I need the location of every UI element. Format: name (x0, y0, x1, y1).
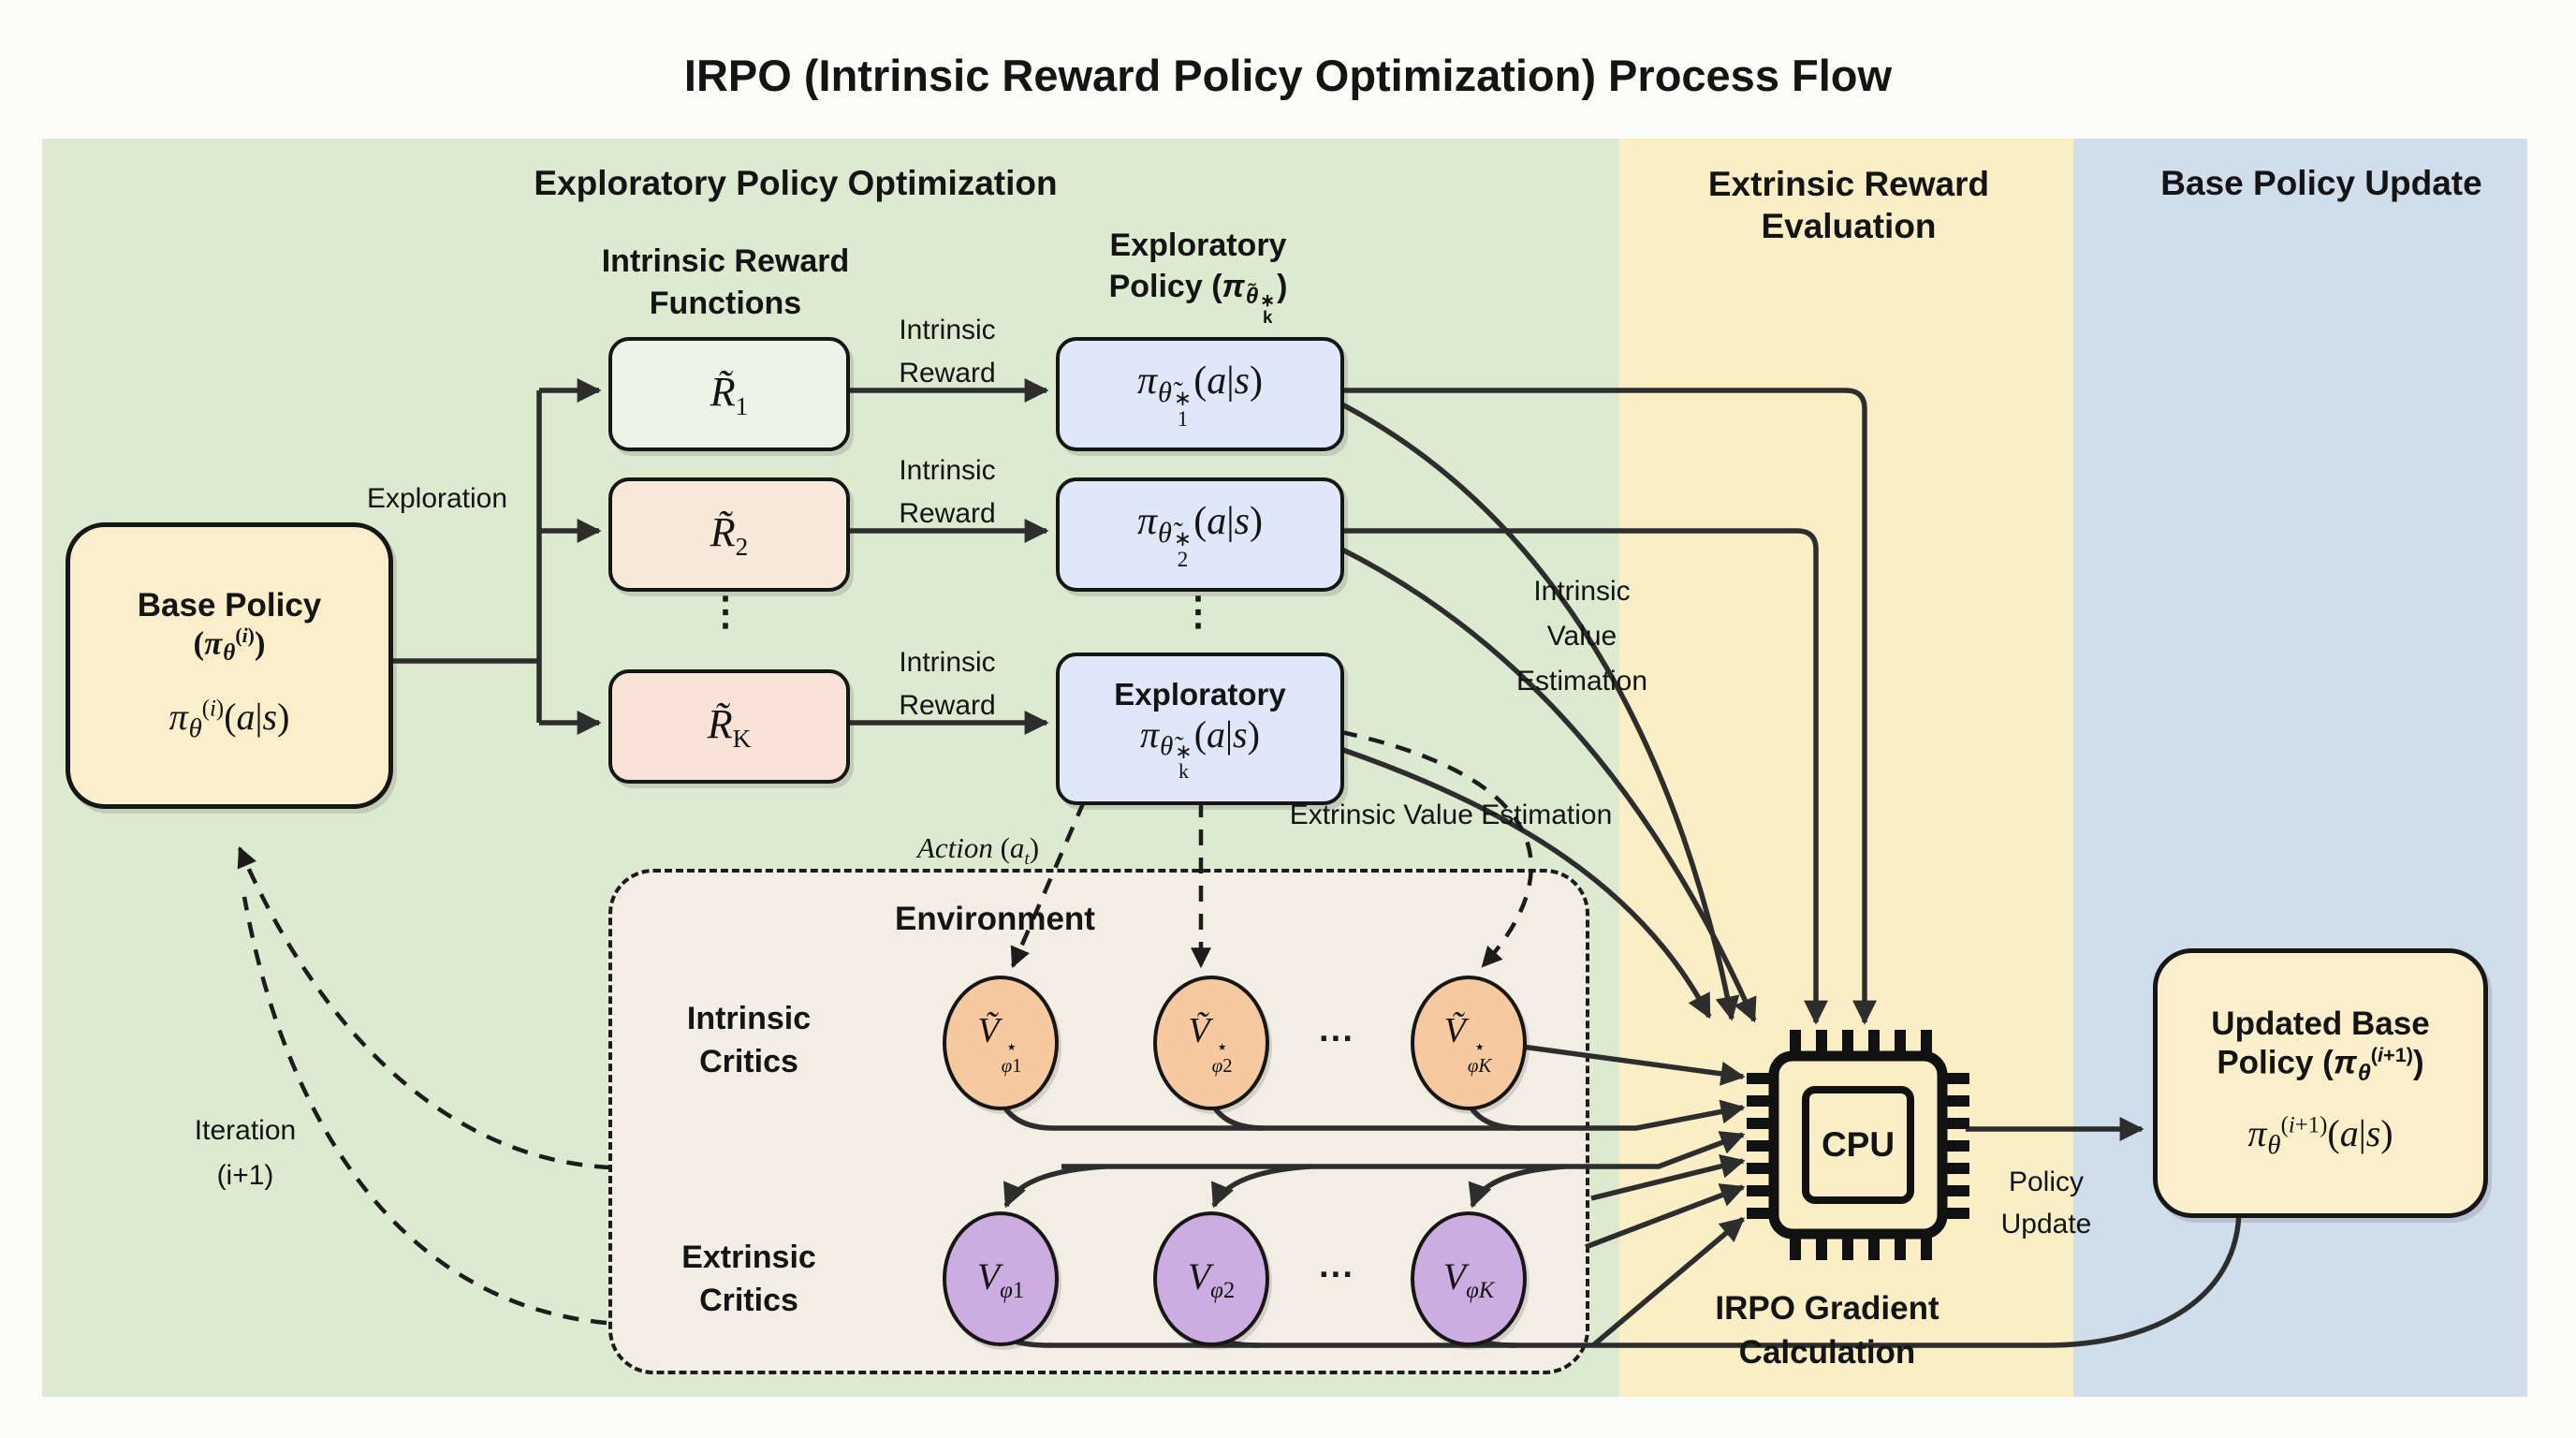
header-exploratory-policy-optimization: Exploratory Policy Optimization (534, 164, 1058, 203)
reward-function-r2-box: R̃2 (608, 477, 850, 592)
curve-p2-to-cpu (1337, 545, 1757, 1023)
base-policy-box: Base Policy (πθ(i)) πθ(i)(a|s) (66, 522, 393, 809)
base-policy-symbol: (πθ(i)) (193, 624, 266, 667)
arrow-vfk-to-cpu (1521, 1044, 1746, 1086)
intrinsic-critics-ellipsis: ··· (1319, 1019, 1354, 1059)
label-action: Action (at) (916, 831, 1040, 870)
header-intrinsic-reward-functions: Intrinsic Reward Functions (601, 243, 850, 321)
label-intrinsic-reward-3: Intrinsic Reward (899, 646, 996, 722)
header-exploratory-policy: Exploratory Policy (πθ̃ ∗ k) (1108, 227, 1288, 328)
exploratory-policy-ellipsis: ⋮ (1178, 588, 1218, 633)
label-irpo-gradient-calculation: IRPO Gradient Calculation (1715, 1289, 1939, 1371)
dashed-iteration-curve-1 (237, 845, 611, 1170)
label-extrinsic-critics: Extrinsic Critics (681, 1240, 816, 1318)
label-policy-update: Policy Update (2000, 1167, 2092, 1240)
updated-base-policy-box: Updated Base Policy (πθ(i+1)) πθ(i+1)(a|… (2153, 948, 2488, 1218)
label-exploration: Exploration (366, 482, 508, 514)
dashed-iteration-curve-2 (242, 896, 607, 1326)
label-intrinsic-critics: Intrinsic Critics (686, 1001, 812, 1079)
dashed-action-to-critic1 (1010, 800, 1087, 969)
cpu-label: CPU (1821, 1125, 1895, 1165)
policy-1-formula: πθ̃ ∗ 1 (a|s) (1136, 360, 1264, 431)
r2-formula: R̃2 (710, 508, 749, 561)
policy-2-formula: πθ̃ ∗ 2 (a|s) (1136, 500, 1264, 571)
label-intrinsic-reward-2: Intrinsic Reward (899, 454, 996, 530)
arrow-p2-route-to-cpu (1339, 528, 1828, 1025)
bus-extrinsic-feeder (1061, 1131, 1746, 1169)
page-title: IRPO (Intrinsic Reward Policy Optimizati… (683, 50, 1893, 100)
label-extrinsic-value-estimation: Extrinsic Value Estimation (1289, 799, 1613, 830)
header-extrinsic-reward-evaluation: Extrinsic Reward Evaluation (1707, 164, 1990, 245)
bus-intrinsic-critics (997, 1095, 1746, 1131)
exploratory-policy-k-box: Exploratory πθ̃ ∗ k (a|s) (1056, 653, 1344, 805)
label-intrinsic-value-estimation: Intrinsic Value Estimation (1515, 576, 1648, 697)
curve-p1-to-cpu (1337, 400, 1740, 1021)
arrow-purplebus-to-cpu (1591, 1216, 1745, 1348)
base-policy-formula: πθ(i)(a|s) (168, 696, 290, 744)
environment-title: Environment (895, 900, 1095, 937)
updated-policy-symbol: Policy (πθ(i+1)) (2217, 1043, 2424, 1086)
intrinsic-critic-2: Ṽ ⋆ φ2 (1153, 976, 1269, 1110)
arrow-env-to-cpu-5 (1585, 1183, 1746, 1250)
header-base-policy-update: Base Policy Update (2160, 164, 2482, 203)
cpu-chip-icon (1747, 1030, 1969, 1260)
exploratory-policy-1-box: πθ̃ ∗ 1 (a|s) (1056, 337, 1344, 451)
updated-policy-formula: πθ(i+1)(a|s) (2247, 1111, 2393, 1160)
solid-arrows (388, 378, 2242, 1348)
reward-function-ellipsis: ⋮ (706, 588, 745, 633)
extrinsic-critics-ellipsis: ··· (1319, 1255, 1354, 1295)
arrow-p1-route-to-cpu (1339, 388, 1877, 1025)
feeder-drop-1 (1003, 1164, 1105, 1209)
arrow-env-to-cpu-4 (1590, 1153, 1746, 1201)
policy-k-formula: πθ̃ ∗ k (a|s) (1140, 712, 1260, 783)
curve-pk-to-cpu (1339, 746, 1712, 1020)
label-intrinsic-reward-1: Intrinsic Reward (899, 314, 996, 389)
dashed-arrows (237, 729, 1533, 1326)
extrinsic-critic-2: Vφ2 (1153, 1211, 1269, 1346)
feeder-drop-2 (1211, 1164, 1311, 1209)
feeder-drop-3 (1468, 1164, 1566, 1209)
rk-formula: R̃K (707, 700, 752, 753)
dashed-evs-to-critic3 (1340, 729, 1533, 968)
r1-formula: R̃1 (710, 368, 749, 420)
intrinsic-critic-1: Ṽ ⋆ φ1 (943, 976, 1059, 1110)
intrinsic-critic-k: Ṽ ⋆ φK (1411, 976, 1527, 1110)
exploratory-policy-2-box: πθ̃ ∗ 2 (a|s) (1056, 477, 1344, 592)
reward-function-rk-box: R̃K (608, 669, 850, 784)
base-policy-title: Base Policy (137, 586, 322, 624)
policy-k-title: Exploratory (1114, 676, 1286, 712)
label-iteration: Iteration (i+1) (194, 1115, 297, 1191)
reward-function-r1-box: R̃1 (608, 337, 850, 451)
updated-policy-title: Updated Base (2211, 1005, 2430, 1043)
extrinsic-critic-k: VφK (1411, 1211, 1527, 1346)
extrinsic-critic-1: Vφ1 (943, 1211, 1059, 1346)
feedback-updated-policy-line (1048, 1208, 2242, 1348)
